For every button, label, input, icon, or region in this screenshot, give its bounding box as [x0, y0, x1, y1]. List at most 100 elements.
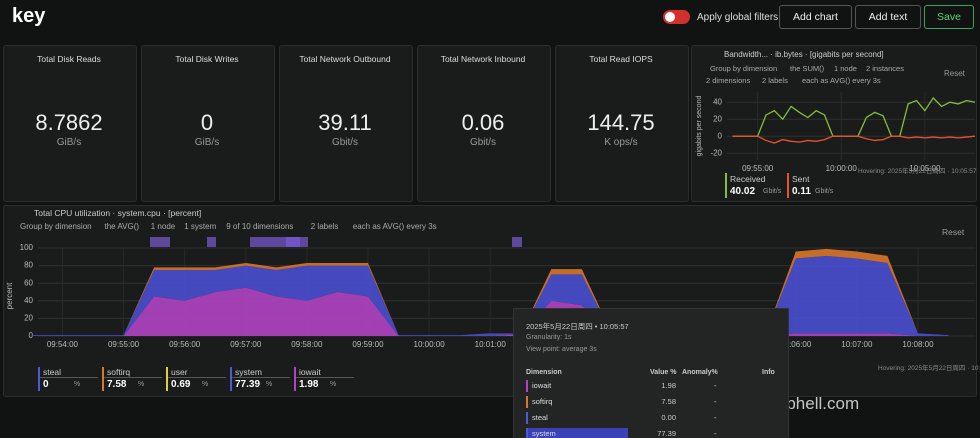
row-swatch	[526, 428, 528, 438]
x-tick-label: 10:00:00	[826, 164, 858, 173]
chart-control[interactable]: 9 of 10 dimensions	[226, 222, 294, 231]
chart-control[interactable]: 1 node	[834, 64, 857, 73]
gauge-panel	[555, 45, 689, 202]
row-swatch	[526, 412, 528, 424]
chart-control[interactable]: Group by dimension	[20, 222, 92, 231]
chart-control[interactable]: the AVG()	[104, 222, 140, 231]
tooltip-column: Info	[762, 369, 775, 376]
row-value: 1.98	[661, 381, 676, 390]
legend-unit: %	[330, 381, 337, 388]
legend-unit: %	[74, 381, 81, 388]
row-name: system	[532, 429, 556, 438]
chart-control[interactable]: 2 labels	[310, 222, 339, 231]
chart-title: Total CPU utilization · system.cpu · [pe…	[34, 208, 202, 218]
gauge-title: Total Read IOPS	[589, 54, 653, 64]
y-axis-label: percent	[5, 282, 14, 309]
x-tick-label: 10:00:00	[414, 340, 446, 349]
y-tick-label: 100	[20, 243, 34, 252]
gauge-unit: Gbit/s	[469, 137, 497, 148]
chart-control[interactable]: each as AVG() every 3s	[352, 222, 437, 231]
x-tick-label: 10:07:00	[841, 340, 873, 349]
header-button[interactable]: Add text	[855, 5, 921, 29]
annotation-band	[207, 237, 216, 247]
series-area	[31, 255, 949, 336]
tooltip-column: Anomaly%	[682, 369, 718, 376]
header-button[interactable]: Add chart	[779, 5, 852, 29]
gauge-value: 0.06	[461, 110, 505, 135]
row-swatch	[526, 396, 528, 408]
legend-value: 1.98	[299, 379, 319, 390]
chart-control[interactable]: 2 instances	[866, 64, 904, 73]
x-tick-label: 10:01:00	[475, 340, 507, 349]
y-tick-label: 80	[24, 261, 33, 270]
tooltip-column: Value %	[650, 369, 677, 376]
chart-control[interactable]: 2 dimensions	[706, 76, 751, 85]
legend-name: steal	[43, 367, 61, 377]
tooltip: 2025年5月22日周四 • 10:05:57 Granularity: 1s Vi…	[513, 308, 789, 438]
annotation-band	[512, 237, 522, 247]
chart-control[interactable]: 2 labels	[762, 76, 788, 85]
row-name: steal	[532, 413, 548, 422]
y-tick-label: 60	[24, 278, 33, 287]
legend-value: 77.39	[235, 379, 261, 390]
chart-control[interactable]: the SUM()	[790, 64, 825, 73]
x-tick-label: 09:58:00	[291, 340, 323, 349]
series-line	[732, 135, 976, 144]
gauge-value: 8.7862	[35, 110, 103, 135]
reset-button[interactable]: Reset	[944, 69, 965, 78]
button-label: Add text	[868, 11, 908, 23]
y-tick-label: 20	[713, 114, 722, 123]
chart-control[interactable]: Group by dimension	[710, 64, 778, 73]
row-anomaly: -	[714, 381, 717, 390]
gauge-unit: GiB/s	[56, 137, 82, 148]
y-tick-label: -20	[710, 148, 722, 157]
row-value: 0.00	[661, 413, 676, 422]
gauge-value: 39.11	[318, 110, 372, 135]
legend-unit: %	[266, 381, 273, 388]
legend-name: iowait	[299, 367, 321, 377]
legend-unit: %	[138, 381, 145, 388]
legend-value: 0.11	[792, 186, 811, 197]
chart-control[interactable]: 1 system	[184, 222, 217, 231]
reset-button[interactable]: Reset	[942, 227, 965, 237]
series-area	[31, 248, 949, 336]
legend-line	[168, 377, 226, 378]
gauge-title: Total Disk Writes	[175, 54, 239, 64]
gauge-panel	[417, 45, 551, 202]
x-tick-label: 09:56:00	[169, 340, 201, 349]
y-tick-label: 40	[24, 296, 33, 305]
gauge-title: Total Network Inbound	[440, 54, 526, 64]
header-button[interactable]: Save	[924, 5, 974, 29]
x-tick-label: 10:08:00	[902, 340, 934, 349]
annotation-band	[286, 237, 308, 247]
legend-swatch	[102, 367, 104, 391]
row-value: 7.58	[661, 397, 676, 406]
legend-line	[104, 377, 162, 378]
x-tick-label: 09:55:00	[108, 340, 140, 349]
gauge-title: Total Network Outbound	[299, 54, 391, 64]
y-tick-label: 0	[29, 331, 34, 340]
page-title: key	[12, 5, 46, 27]
gauge-value: 0	[200, 110, 214, 135]
legend-value: 0.69	[171, 379, 191, 390]
legend-name: system	[235, 367, 262, 377]
annotation-band	[150, 237, 170, 247]
chart-title: Bandwidth... · ib.bytes · [gigabits per …	[724, 50, 884, 59]
legend-name: user	[171, 367, 188, 377]
chart-control[interactable]: 1 node	[150, 222, 176, 231]
chart-control[interactable]: each as AVG() every 3s	[802, 76, 881, 85]
hover-label: Hovering: 2025年5月22日周四 · 10:05:57	[858, 168, 977, 175]
x-tick-label: 09:55:00	[742, 164, 774, 173]
y-tick-label: 0	[718, 131, 723, 140]
legend-unit: Gbit/s	[763, 188, 782, 195]
x-tick-label: 09:54:00	[47, 340, 79, 349]
legend-unit: Gbit/s	[815, 188, 834, 195]
x-tick-label: 10:06:00	[780, 340, 812, 349]
tooltip-column: Dimension	[526, 369, 562, 376]
legend-line	[232, 377, 290, 378]
row-bar	[528, 428, 628, 438]
legend-line	[296, 377, 354, 378]
button-label: Save	[937, 11, 961, 23]
gauge-panel	[141, 45, 275, 202]
